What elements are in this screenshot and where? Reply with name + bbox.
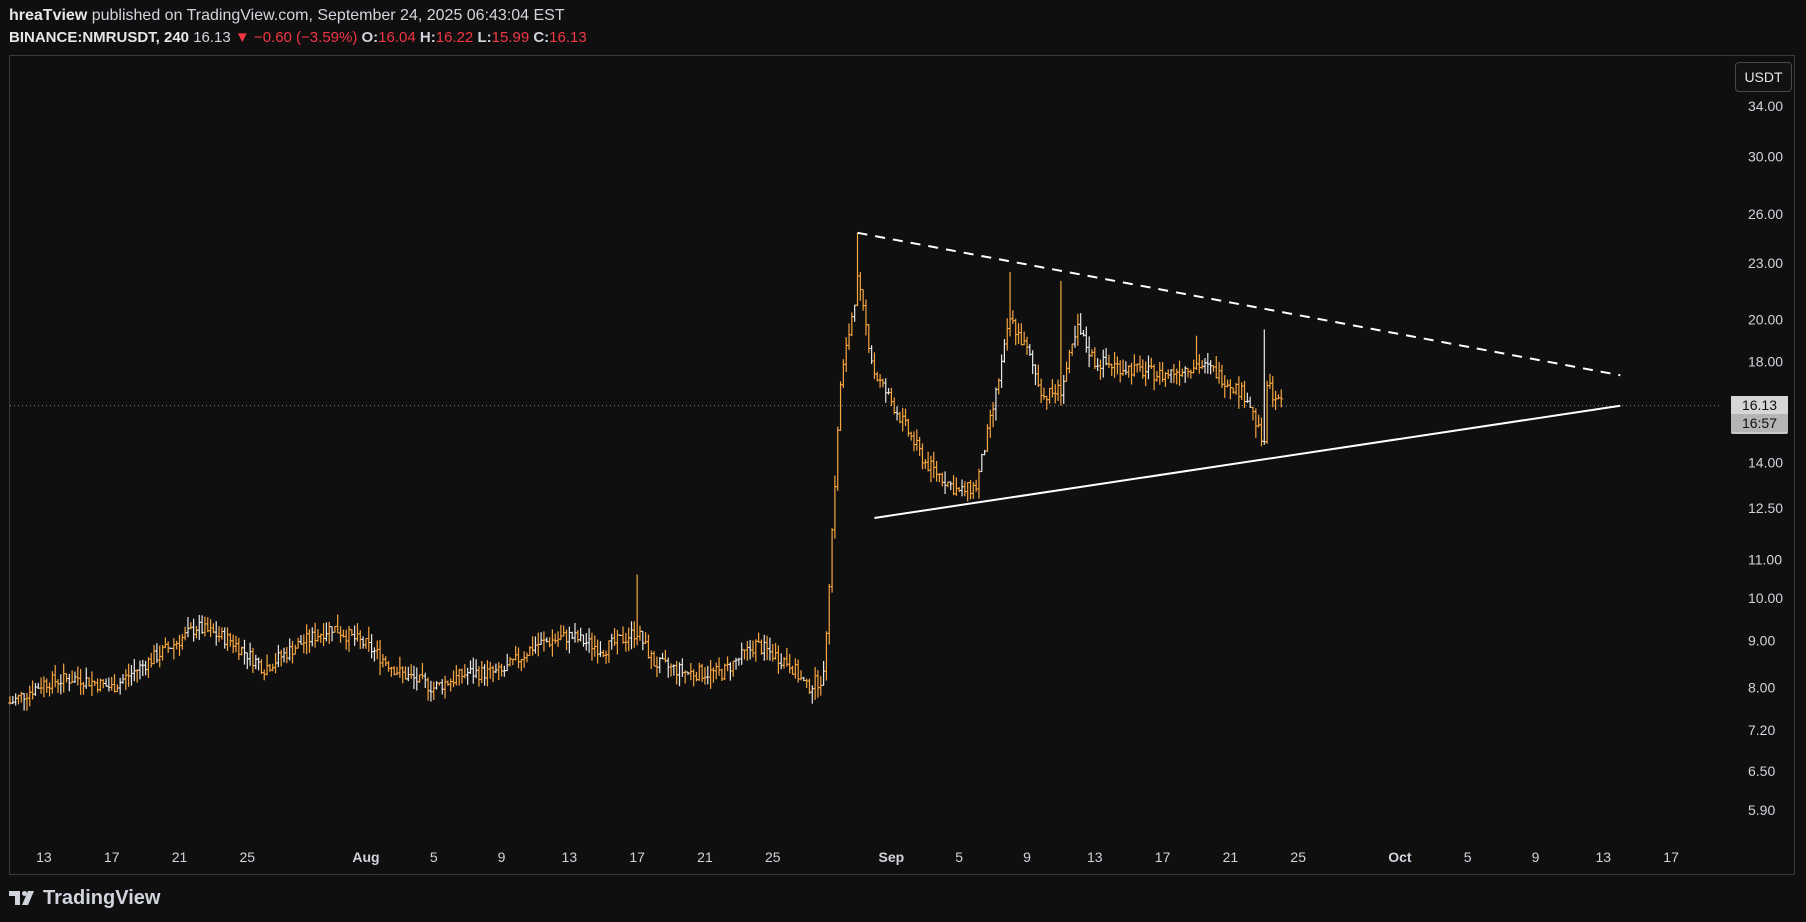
chart-frame (9, 55, 1795, 875)
x-tick-label: 9 (498, 849, 506, 865)
y-tick-label: 5.90 (1748, 802, 1775, 818)
y-tick-label: 8.00 (1748, 680, 1775, 696)
x-tick-label: 25 (765, 849, 781, 865)
footer: TradingView (9, 884, 160, 912)
y-tick-label: 9.00 (1748, 632, 1775, 648)
currency-unit-button[interactable]: USDT (1735, 62, 1792, 92)
price-change: ▼ −0.60 (−3.59%) (234, 29, 358, 46)
x-tick-label: 17 (104, 849, 120, 865)
y-tick-label: 12.50 (1748, 500, 1783, 516)
current-price-label: 16.13 (1731, 396, 1788, 414)
low-label: L: (477, 29, 492, 46)
ohlc-legend: BINANCE:NMRUSDT, 240 16.13 ▼ −0.60 (−3.5… (9, 28, 587, 48)
x-tick-label: 13 (562, 849, 578, 865)
y-tick-label: 7.20 (1748, 722, 1775, 738)
x-tick-label: Oct (1388, 849, 1412, 865)
x-tick-label: Aug (352, 849, 379, 865)
support-trendline (874, 404, 1621, 519)
chart-header: hreaTview published on TradingView.com, … (9, 6, 587, 48)
y-tick-label: 6.50 (1748, 763, 1775, 779)
close-value: 16.13 (549, 29, 587, 46)
x-tick-label: 17 (1155, 849, 1171, 865)
x-tick-label: 25 (240, 849, 256, 865)
y-tick-label: 18.00 (1748, 354, 1783, 370)
tradingview-logo-icon[interactable] (9, 889, 39, 907)
x-tick-label: 5 (1464, 849, 1472, 865)
y-tick-label: 30.00 (1748, 148, 1783, 164)
low-value: 15.99 (491, 29, 530, 46)
x-tick-label: 13 (1087, 849, 1103, 865)
y-tick-label: 23.00 (1748, 255, 1783, 271)
high-value: 16.22 (435, 29, 474, 46)
x-tick-label: 17 (1663, 849, 1679, 865)
x-tick-label: 5 (955, 849, 963, 865)
open-value: 16.04 (378, 29, 416, 46)
x-tick-label: 9 (1023, 849, 1031, 865)
x-tick-label: 13 (36, 849, 52, 865)
y-tick-label: 14.00 (1748, 455, 1783, 471)
x-tick-label: Sep (879, 849, 905, 865)
x-tick-label: 25 (1290, 849, 1306, 865)
symbol-interval[interactable]: BINANCE:NMRUSDT, 240 (9, 29, 190, 46)
y-tick-label: 20.00 (1748, 311, 1783, 327)
published-text: published on TradingView.com, September … (91, 7, 565, 24)
current-price-tag: 16.13 16:57 (1731, 396, 1788, 434)
y-tick-label: 11.00 (1748, 552, 1782, 568)
last-price: 16.13 (193, 29, 231, 46)
close-label: C: (533, 29, 550, 46)
high-label: H: (419, 29, 436, 46)
y-tick-label: 34.00 (1748, 98, 1783, 114)
x-tick-label: 9 (1532, 849, 1540, 865)
x-tick-label: 17 (629, 849, 645, 865)
tradingview-brand[interactable]: TradingView (43, 886, 161, 909)
x-tick-label: 21 (1223, 849, 1239, 865)
x-tick-label: 5 (430, 849, 438, 865)
open-label: O: (361, 29, 379, 46)
x-tick-label: 21 (697, 849, 713, 865)
resistance-trendline (857, 231, 1621, 377)
publish-info: hreaTview published on TradingView.com, … (9, 6, 587, 26)
y-tick-label: 10.00 (1748, 590, 1783, 606)
x-tick-label: 13 (1596, 849, 1612, 865)
x-tick-label: 21 (172, 849, 188, 865)
y-tick-label: 26.00 (1748, 206, 1783, 222)
bar-countdown: 16:57 (1731, 414, 1788, 432)
author-name[interactable]: hreaTview (9, 7, 88, 24)
